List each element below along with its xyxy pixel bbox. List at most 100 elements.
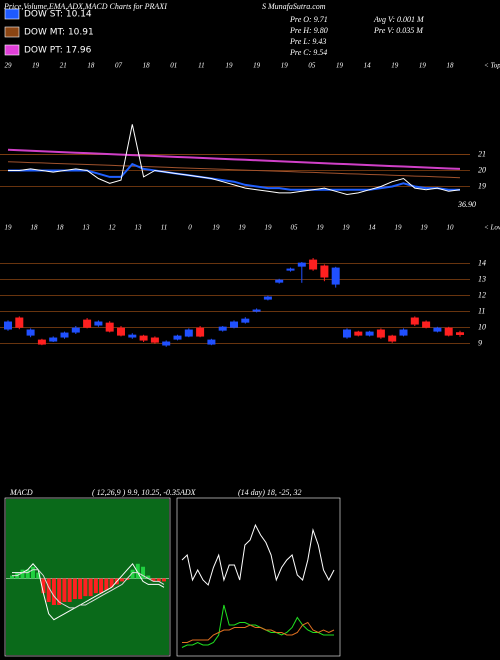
title: Price,Volume,EMA,ADX,MACD Charts for PRA… [3, 2, 167, 11]
candle-body [376, 329, 385, 338]
date-label: 14 [369, 224, 377, 232]
candle-body [365, 331, 374, 336]
candle-body [343, 329, 351, 338]
candle-body [60, 332, 69, 338]
legend-label: DOW PT: 17.96 [24, 46, 92, 56]
histogram-bar [146, 575, 151, 579]
date-label: 19 [421, 224, 429, 232]
candle-body [196, 327, 205, 337]
histogram-bar [156, 578, 161, 582]
candle-body [433, 327, 442, 332]
candle-body [320, 265, 329, 278]
candle-body [139, 335, 148, 341]
stat: Pre O: 9.71 [289, 15, 328, 24]
date-label: 11 [198, 62, 204, 70]
candle-body [230, 321, 238, 328]
date-label: 19 [265, 224, 273, 232]
series-line [12, 569, 165, 609]
date-label: 14 [364, 62, 372, 70]
candle-body [388, 335, 397, 342]
date-label: 0 [188, 224, 192, 232]
candle-body [94, 321, 103, 326]
date-label: 18 [57, 224, 65, 232]
date-label: 19 [5, 224, 13, 232]
candle-body [263, 296, 272, 300]
y-tick-label: 14 [478, 258, 486, 267]
histogram-bar [46, 578, 51, 603]
y-tick-label: 21 [478, 149, 486, 158]
histogram-bar [109, 578, 114, 588]
histogram-bar [104, 578, 109, 591]
candle-body [184, 329, 193, 337]
macd-frame [4, 497, 171, 657]
histogram-bar [20, 569, 25, 579]
series-line [181, 604, 334, 648]
candle-body [71, 327, 80, 333]
legend-label: DOW MT: 10.91 [24, 28, 94, 38]
candle-body [309, 259, 318, 270]
candle-body [399, 329, 408, 336]
histogram-bar [120, 578, 125, 582]
adx-frame [176, 497, 341, 657]
candle-body [286, 268, 295, 271]
candle-body [218, 326, 227, 331]
candle-body [26, 329, 35, 336]
date-label: 13 [83, 224, 91, 232]
candle-body [37, 339, 46, 345]
y-tick-label: 13 [478, 274, 486, 283]
series-line [8, 124, 461, 196]
legend-swatch [4, 8, 20, 20]
candle-body [150, 337, 159, 343]
candle-body [128, 334, 137, 338]
series-line [12, 562, 165, 621]
date-label: 18 [31, 224, 39, 232]
candle-body [117, 327, 125, 336]
histogram-bar [62, 578, 67, 603]
panel-bg [178, 499, 339, 655]
series-line [181, 523, 335, 586]
date-label: 01 [170, 62, 177, 70]
site: S MunafaSutra.com [262, 2, 326, 11]
panel-params: (14 day) 18, -25, 32 [238, 488, 302, 497]
date-label: 19 [32, 62, 40, 70]
stat: Pre H: 9.80 [289, 26, 328, 35]
candle-body [49, 337, 58, 342]
legend-swatch [4, 26, 20, 38]
series-line [7, 161, 461, 179]
histogram-bar [36, 572, 41, 579]
y-tick-label: 10 [478, 322, 486, 331]
candle-body [241, 318, 250, 323]
date-label: 19 [317, 224, 325, 232]
series-line [182, 621, 335, 643]
candle-body [275, 279, 284, 283]
histogram-bar [25, 569, 30, 579]
candle-body [297, 262, 306, 267]
date-label: 19 [281, 62, 289, 70]
histogram-bar [67, 578, 72, 603]
date-label: 05 [291, 224, 299, 232]
date-label: 10 [447, 224, 455, 232]
candle-body [83, 319, 92, 328]
histogram-bar [83, 578, 88, 597]
series-line [8, 162, 460, 191]
y-tick-label: 20 [478, 165, 486, 174]
note: 36.90 [457, 200, 476, 209]
tag: < Tops [484, 62, 500, 70]
histogram-bar [135, 563, 140, 579]
tag: < Lows [484, 224, 500, 232]
date-label: 18 [447, 62, 455, 70]
panel-title: MACD [9, 488, 33, 497]
date-label: 19 [239, 224, 247, 232]
date-label: 05 [308, 62, 316, 70]
histogram-bar [141, 566, 146, 579]
date-label: 18 [143, 62, 151, 70]
candle-body [456, 332, 464, 335]
histogram-bar [41, 578, 46, 594]
candle-body [354, 331, 363, 336]
histogram-bar [78, 578, 83, 600]
candle-body [4, 321, 12, 330]
date-label: 19 [419, 62, 427, 70]
date-label: 12 [109, 224, 117, 232]
histogram-bar [130, 569, 135, 579]
y-tick-label: 19 [478, 181, 486, 190]
